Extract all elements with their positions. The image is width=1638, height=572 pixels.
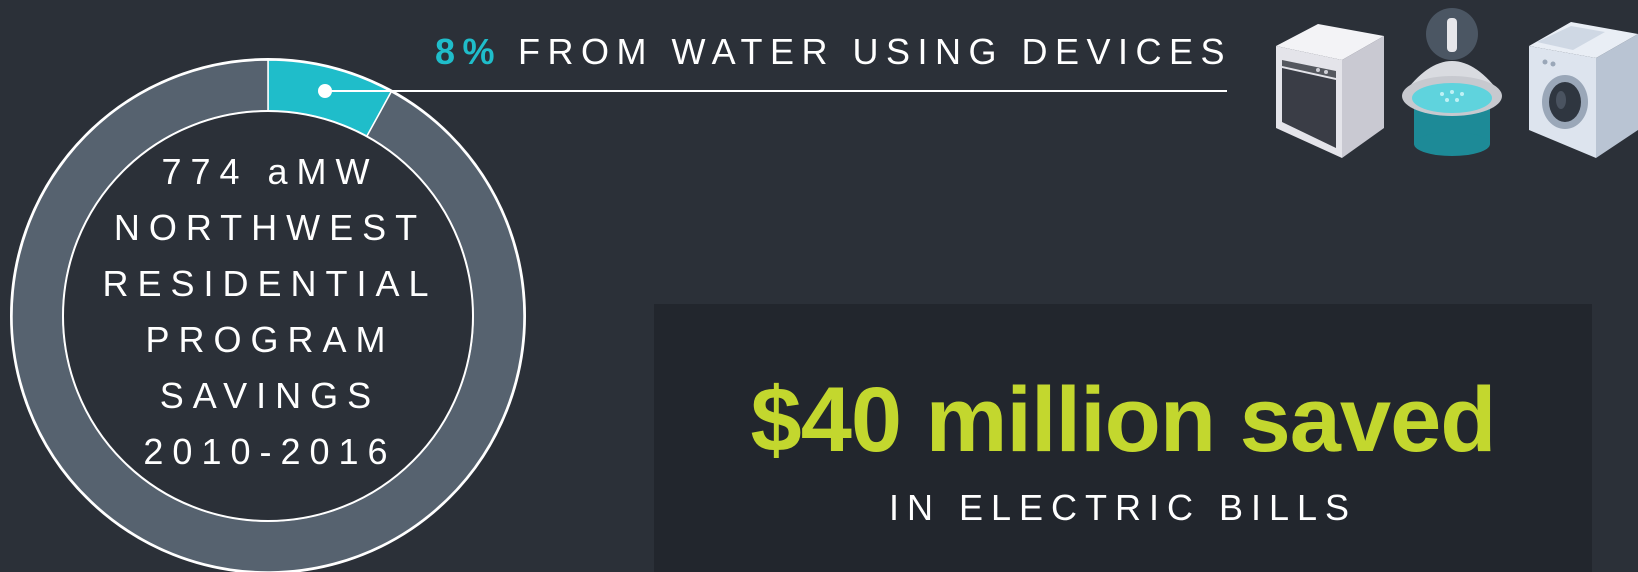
savings-amount: $40 million saved [750,369,1497,471]
callout-leader-dot [318,84,332,98]
donut-center-line-3: RESIDENTIAL [102,263,438,304]
shower-icon [1402,8,1502,156]
slice-callout-label: 8% FROM WATER USING DEVICES [435,34,1232,70]
donut-inner-circle [62,110,474,522]
donut-center-line-5: SAVINGS [159,375,381,416]
washing-machine-icon [1529,22,1638,158]
donut-center-line-1: 774 aMW [161,151,379,192]
donut-center-line-2: NORTHWEST [113,207,427,248]
donut-chart [10,58,526,572]
callout-text: FROM WATER USING DEVICES [518,31,1233,72]
callout-percent: 8% [435,31,503,72]
donut-center-line-6: 2010-2016 [143,431,397,472]
dishwasher-icon [1276,24,1384,158]
callout-leader-line [324,90,1227,92]
savings-panel: $40 million saved IN ELECTRIC BILLS [654,304,1592,572]
savings-caption: IN ELECTRIC BILLS [888,487,1358,528]
donut-center-line-4: PROGRAM [145,319,395,360]
donut-outer-border [10,58,526,572]
